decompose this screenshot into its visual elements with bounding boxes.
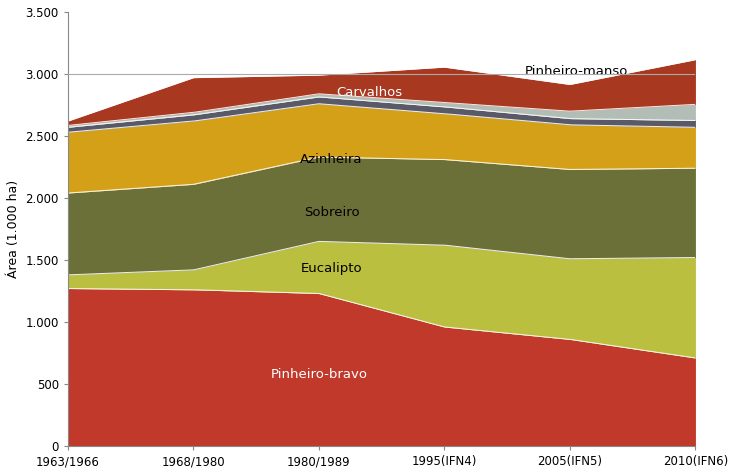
Text: Pinheiro-bravo: Pinheiro-bravo <box>270 368 368 380</box>
Text: Azinheira: Azinheira <box>300 153 362 166</box>
Text: Carvalhos: Carvalhos <box>336 86 402 99</box>
Text: Outras espécies: Outras espécies <box>228 60 335 73</box>
Y-axis label: Área (1.000 ha): Área (1.000 ha) <box>7 180 20 278</box>
Text: Eucalipto: Eucalipto <box>301 262 362 275</box>
Text: Sobreiro: Sobreiro <box>304 206 359 219</box>
Text: Pinheiro-manso: Pinheiro-manso <box>525 65 628 78</box>
